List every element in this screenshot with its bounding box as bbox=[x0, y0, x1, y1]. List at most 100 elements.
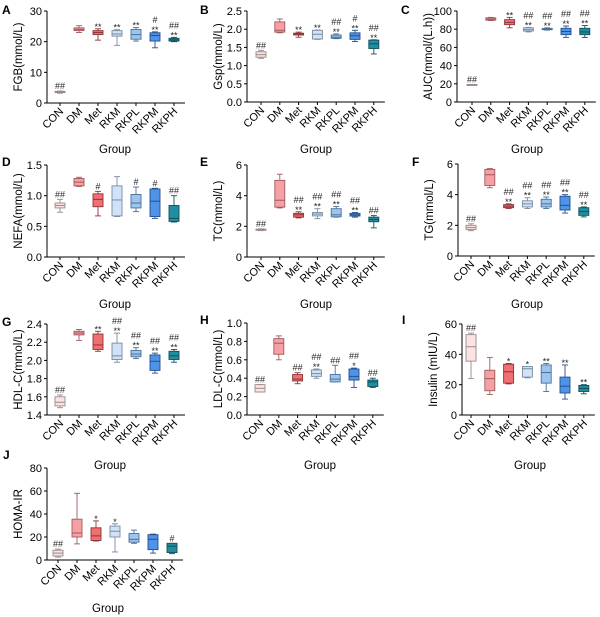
box-iqr bbox=[90, 527, 102, 541]
significance-hash: ## bbox=[579, 190, 589, 200]
significance-star: ** bbox=[314, 23, 322, 33]
box-rkm bbox=[310, 368, 322, 379]
significance-star: ** bbox=[333, 199, 341, 209]
x-axis-title-d: Group bbox=[99, 299, 131, 311]
significance-hash: ## bbox=[131, 331, 141, 341]
box-met bbox=[503, 362, 515, 385]
box-iqr bbox=[147, 534, 159, 551]
box-rkph bbox=[367, 377, 379, 388]
box-con bbox=[254, 384, 266, 393]
y-axis-title: Insulin (mIU/L) bbox=[428, 332, 440, 407]
box-rkpm bbox=[349, 29, 361, 43]
box-rkm bbox=[311, 208, 323, 220]
significance-star: ** bbox=[561, 358, 569, 368]
significance-hash: # bbox=[133, 177, 138, 187]
box-rkph bbox=[578, 384, 590, 395]
box-iqr bbox=[149, 354, 161, 371]
significance-hash: ## bbox=[466, 214, 476, 224]
significance-star: ** bbox=[295, 25, 303, 35]
x-axis-title-j: Group bbox=[92, 603, 124, 615]
box-rkpm bbox=[559, 194, 571, 214]
significance-star: * bbox=[507, 356, 511, 366]
box-iqr bbox=[166, 542, 178, 553]
significance-star: * bbox=[113, 517, 117, 527]
box-rkm bbox=[109, 523, 121, 553]
box-iqr bbox=[503, 363, 515, 384]
significance-hash: ## bbox=[55, 81, 65, 91]
x-tick-label: CON bbox=[38, 563, 64, 589]
box-con bbox=[465, 332, 477, 380]
y-axis-title: HOMA-IR bbox=[13, 489, 25, 539]
significance-hash: ## bbox=[466, 323, 476, 333]
y-tick-label: 0.6 bbox=[227, 355, 242, 367]
significance-star: ** bbox=[561, 188, 569, 198]
box-iqr bbox=[348, 368, 360, 381]
significance-star: ** bbox=[351, 23, 359, 33]
y-tick-label: 0 bbox=[36, 555, 42, 567]
box-dm bbox=[71, 492, 83, 545]
x-tick-label: CON bbox=[40, 260, 66, 286]
x-tick-label: CON bbox=[40, 106, 66, 132]
box-rkpm bbox=[147, 533, 159, 554]
significance-hash: ## bbox=[467, 74, 477, 84]
significance-hash: ## bbox=[55, 385, 65, 395]
box-iqr bbox=[368, 39, 380, 49]
box-iqr bbox=[540, 198, 552, 208]
significance-star: ** bbox=[525, 20, 533, 30]
box-rkpm bbox=[560, 25, 572, 38]
x-tick-label: DM bbox=[475, 259, 496, 280]
y-tick-label: 1.4 bbox=[27, 410, 42, 422]
x-axis-title-h: Group bbox=[304, 460, 336, 472]
box-rkpl bbox=[540, 362, 552, 392]
box-rkpl bbox=[130, 27, 142, 42]
box-rkpm bbox=[348, 367, 360, 388]
box-con bbox=[466, 83, 478, 86]
y-tick-label: 1.0 bbox=[227, 61, 242, 73]
box-rkpl bbox=[541, 27, 553, 31]
box-rkph bbox=[166, 542, 178, 555]
panel-letter: D bbox=[2, 155, 11, 169]
box-met bbox=[92, 330, 104, 352]
significance-star: * bbox=[526, 359, 530, 369]
significance-hash: ## bbox=[350, 196, 360, 206]
y-tick-label: 0.8 bbox=[227, 336, 242, 348]
box-rkm bbox=[311, 29, 323, 40]
box-iqr bbox=[168, 205, 180, 222]
y-tick-label: 0 bbox=[236, 252, 242, 264]
panel-f: F0246TG(mmol/L)CON##DMMet**##RKM**##RKPL… bbox=[412, 155, 595, 290]
y-tick-label: 40 bbox=[440, 61, 452, 73]
x-axis-title-c: Group bbox=[511, 144, 543, 156]
box-rkpm bbox=[559, 364, 571, 400]
box-iqr bbox=[329, 374, 341, 383]
box-iqr bbox=[92, 193, 104, 208]
significance-hash: ## bbox=[522, 181, 532, 191]
box-rkpm bbox=[349, 212, 361, 218]
box-rkm bbox=[521, 366, 533, 379]
significance-hash: ## bbox=[523, 10, 533, 20]
significance-hash: ## bbox=[561, 9, 571, 19]
significance-star: ** bbox=[505, 197, 513, 207]
panel-d: D0.00.51.01.5NEFA(mmol/L)CON##DMMet#RKMR… bbox=[2, 155, 185, 291]
panel-letter: J bbox=[3, 448, 10, 462]
y-tick-label: 6 bbox=[447, 159, 453, 171]
significance-star: ** bbox=[170, 342, 178, 352]
significance-star: ** bbox=[113, 326, 121, 336]
box-iqr bbox=[92, 333, 104, 350]
box-rkm bbox=[111, 29, 123, 46]
significance-hash: ## bbox=[541, 180, 551, 190]
significance-hash: ## bbox=[55, 189, 65, 199]
box-dm bbox=[273, 335, 285, 361]
box-rkpm bbox=[149, 31, 161, 49]
box-iqr bbox=[111, 185, 123, 217]
y-tick-label: 20 bbox=[445, 380, 457, 392]
significance-star: ** bbox=[506, 10, 514, 20]
y-tick-label: 6 bbox=[236, 160, 242, 172]
box-iqr bbox=[559, 195, 571, 211]
x-tick-label: CON bbox=[240, 418, 266, 444]
significance-star: ** bbox=[132, 341, 140, 351]
box-rkpm bbox=[149, 352, 161, 374]
panel-g: G1.41.61.82.02.22.4HDL-C(mmol/L)CON##DMM… bbox=[2, 315, 185, 449]
significance-hash: ## bbox=[331, 189, 341, 199]
y-tick-label: 60 bbox=[30, 486, 42, 498]
y-tick-label: 4 bbox=[236, 191, 242, 203]
